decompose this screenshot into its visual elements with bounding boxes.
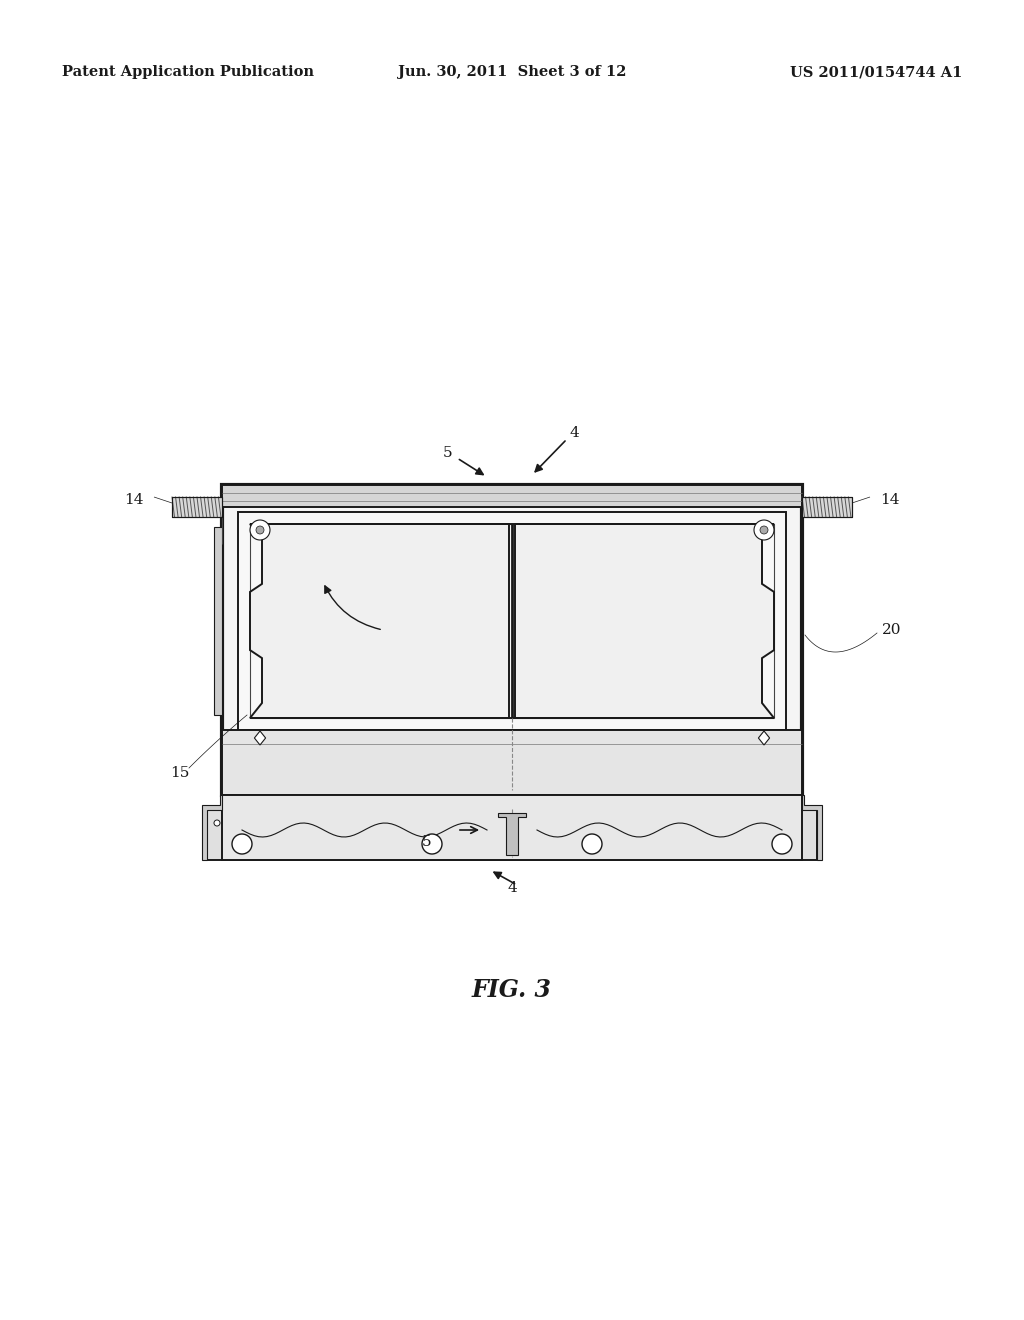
Polygon shape — [802, 795, 822, 861]
Polygon shape — [515, 524, 774, 718]
Bar — [238, 512, 786, 730]
Circle shape — [754, 520, 774, 540]
Bar — [802, 498, 852, 517]
Circle shape — [232, 834, 252, 854]
Bar — [172, 498, 222, 517]
Text: 4: 4 — [507, 880, 517, 895]
Bar — [802, 498, 852, 517]
Bar — [222, 795, 802, 861]
Circle shape — [760, 525, 768, 535]
Polygon shape — [202, 795, 222, 861]
Text: Jun. 30, 2011  Sheet 3 of 12: Jun. 30, 2011 Sheet 3 of 12 — [397, 65, 627, 79]
Circle shape — [256, 525, 264, 535]
Bar — [222, 484, 802, 795]
Circle shape — [422, 834, 442, 854]
Bar — [172, 498, 222, 517]
Circle shape — [772, 834, 792, 854]
Circle shape — [214, 820, 220, 826]
Circle shape — [250, 520, 270, 540]
Text: 15: 15 — [170, 766, 189, 780]
Polygon shape — [498, 813, 526, 855]
Polygon shape — [759, 731, 770, 744]
Text: 14: 14 — [125, 492, 144, 507]
Text: 5: 5 — [442, 446, 452, 459]
Bar — [222, 730, 802, 795]
Polygon shape — [250, 524, 509, 718]
Circle shape — [582, 834, 602, 854]
Text: 20: 20 — [882, 623, 901, 638]
Polygon shape — [254, 731, 265, 744]
Text: 4: 4 — [570, 426, 580, 440]
Text: 5: 5 — [422, 836, 432, 849]
Bar — [222, 484, 802, 507]
Bar — [214, 527, 222, 715]
Text: FIG. 3: FIG. 3 — [472, 978, 552, 1002]
Text: 14: 14 — [880, 492, 899, 507]
Text: US 2011/0154744 A1: US 2011/0154744 A1 — [790, 65, 962, 79]
Text: Patent Application Publication: Patent Application Publication — [62, 65, 314, 79]
Bar — [207, 810, 817, 861]
